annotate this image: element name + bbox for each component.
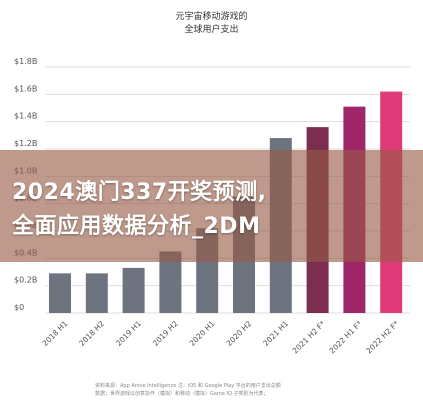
x-axis-ticks: 2018 H1 2018 H2 2019 H1 2019 H2 2020 H1 2020 … [41, 319, 401, 355]
source-note: 资料来源：App Annie Intelligence 注：iOS 和 Goog… [95, 382, 403, 398]
x-tick-label: 2021 H2 F* [291, 319, 327, 355]
y-tick-label: $1.8B [14, 57, 37, 66]
chart-title-line2: 全球用户支出 [184, 25, 239, 35]
x-tick-label: 2022 H2 F* [364, 319, 400, 355]
source-note-line1: 资料来源：App Annie Intelligence 注：iOS 和 Goog… [95, 383, 281, 389]
banner-headline-line1: 2024澳门337开奖预测, [12, 180, 267, 205]
x-tick-label: 2019 H2 [151, 319, 180, 348]
x-tick-label: 2022 H1 F* [328, 319, 364, 355]
bar [85, 273, 108, 313]
y-tick-label: $0 [14, 303, 24, 312]
banner-headline-line2: 全面应用数据分析_2DM [12, 214, 261, 239]
bar [49, 273, 71, 313]
y-tick-label: $1.4B [14, 112, 37, 121]
source-note-line2: 数据；世界游戏以创意协作（模拟）和移动（模拟）Game IQ 子类别为代表； [95, 391, 269, 397]
y-tick-label: $0.2B [14, 276, 37, 285]
bar [122, 267, 145, 313]
y-tick-label: $1.6B [14, 84, 37, 93]
chart-title-line1: 元宇宙移动游戏的 [175, 12, 248, 22]
bar [159, 251, 182, 313]
x-tick-label: 2018 H2 [77, 319, 106, 348]
x-tick-label: 2018 H1 [41, 319, 70, 348]
y-tick-label: $1.2B [14, 139, 37, 148]
x-tick-label: 2019 H1 [114, 319, 143, 348]
x-tick-label: 2020 H1 [188, 319, 217, 348]
x-tick-label: 2020 H2 [225, 319, 254, 348]
overlay-banner: 2024澳门337开奖预测, 全面应用数据分析_2DM [0, 150, 423, 262]
x-tick-label: 2021 H1 [261, 319, 290, 348]
